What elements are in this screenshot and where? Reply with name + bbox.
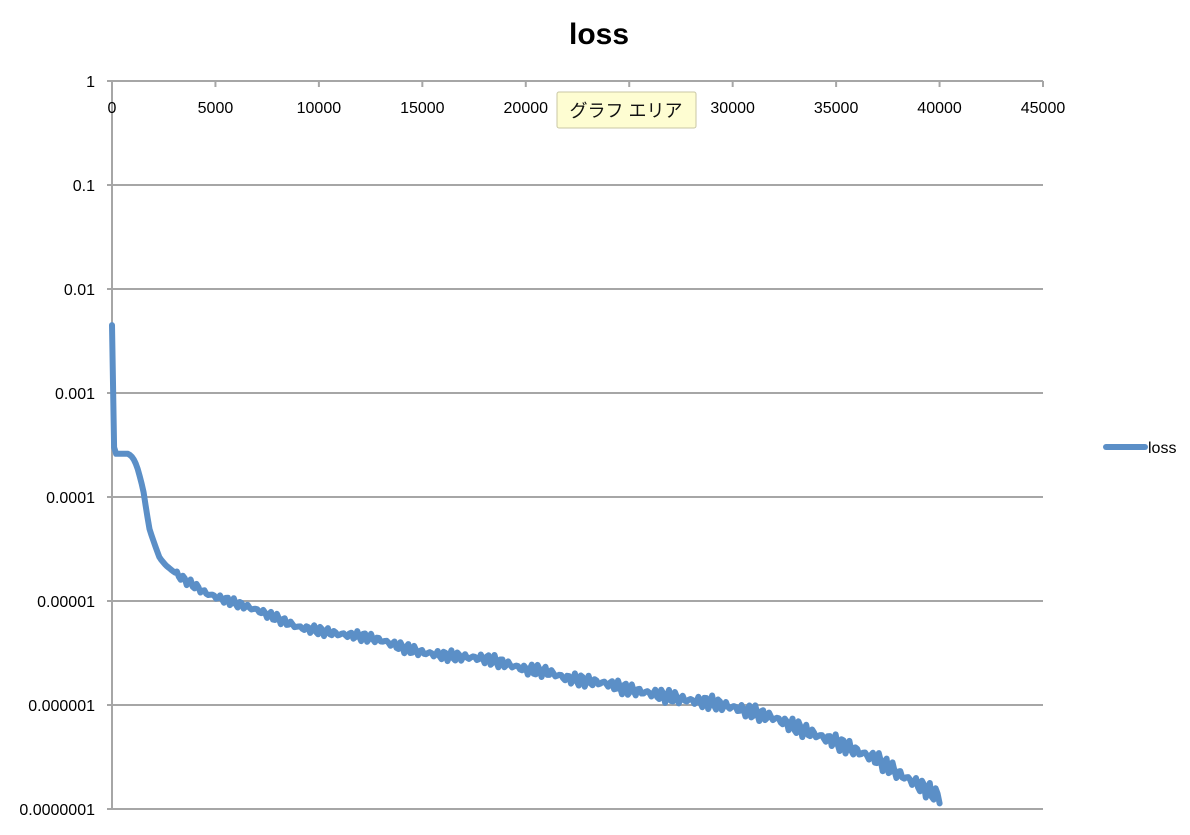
x-tick-label: 10000: [297, 100, 342, 117]
x-tick-label: 30000: [710, 100, 755, 117]
x-tick-label: 40000: [917, 100, 962, 117]
x-tick-label: 15000: [400, 100, 445, 117]
axes: [107, 80, 1044, 810]
y-tick-label: 0.0001: [46, 490, 95, 507]
legend-label: loss: [1148, 440, 1176, 457]
tooltip-box: [556, 91, 697, 129]
x-tick-label: 0: [108, 100, 117, 117]
x-tick-label: 35000: [814, 100, 859, 117]
series-line-loss: [109, 322, 943, 807]
x-tick-label: 5000: [198, 100, 234, 117]
x-tick-label: 45000: [1021, 100, 1066, 117]
y-tick-label: 0.000001: [28, 698, 95, 715]
tooltip-text: グラフ エリア: [569, 101, 682, 121]
y-tick-label: 0.0000001: [19, 802, 95, 819]
x-tick-label: 20000: [504, 100, 549, 117]
series-layer: [109, 322, 943, 807]
tooltip: グラフ エリア: [556, 91, 697, 129]
y-tick-label: 0.1: [73, 178, 95, 195]
y-tick-label: 0.01: [64, 282, 95, 299]
y-tick-label: 0.00001: [37, 594, 95, 611]
grid-lines: [112, 80, 1043, 810]
legend: loss: [1103, 440, 1176, 457]
y-tick-label: 1: [86, 74, 95, 91]
y-tick-label: 0.001: [55, 386, 95, 403]
chart-title: loss: [569, 18, 629, 51]
